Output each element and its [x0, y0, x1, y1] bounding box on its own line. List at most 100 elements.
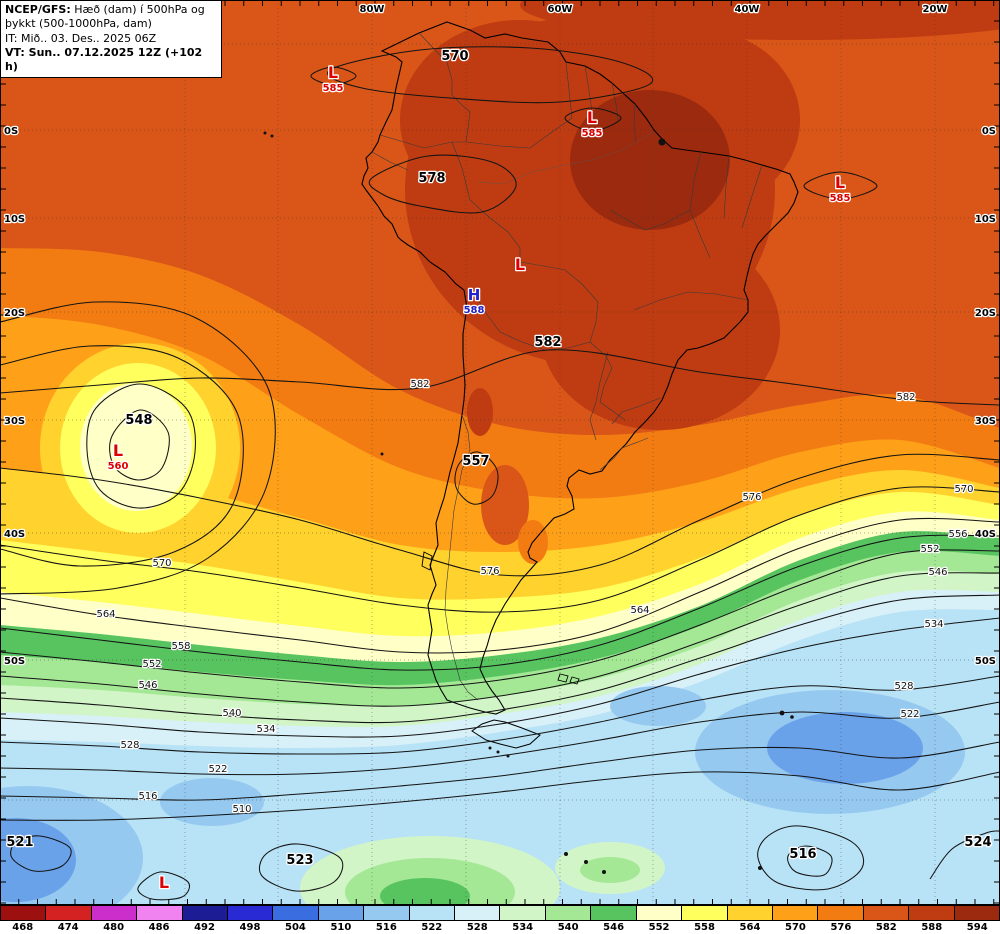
- contour-label-582-9: 582: [410, 379, 429, 390]
- colorbar-swatch-486: [137, 906, 183, 920]
- patch-510-21: [0, 818, 76, 902]
- contour-label-540-23: 540: [222, 708, 241, 719]
- colorbar-swatch-558: [682, 906, 728, 920]
- colorbar-value-552: 552: [648, 922, 670, 933]
- colorbar-value-534: 534: [512, 922, 534, 933]
- low-center-marker-2: L: [835, 173, 845, 192]
- colorbar-swatches: [0, 905, 1000, 921]
- contour-label-557-4: 557: [462, 454, 489, 469]
- patch-552-11: [80, 383, 192, 511]
- contour-label-510-31: 510: [232, 804, 251, 815]
- height-contour-27: [929, 830, 1000, 880]
- contour-label-578-1: 578: [418, 171, 445, 186]
- low-center-marker-4: L: [113, 441, 123, 460]
- product-name: NCEP/GFS:: [5, 3, 71, 16]
- colorbar-swatch-576: [818, 906, 864, 920]
- lat-label-right-0S: 0S: [982, 126, 996, 137]
- colorbar-value-486: 486: [148, 922, 170, 933]
- height-contour-10: [454, 451, 499, 505]
- title-line-1-rest: Hæð (dam) í 500hPa og: [70, 3, 205, 16]
- lat-label-left-40S: 40S: [4, 529, 25, 540]
- low-center-marker-0: L: [328, 63, 338, 82]
- low-center-value-0: 585: [323, 83, 344, 94]
- high-center-value-0: 588: [464, 305, 485, 316]
- colorbar-value-594: 594: [966, 922, 988, 933]
- height-contour-20: [0, 701, 1000, 776]
- height-contour-4: [310, 66, 357, 86]
- colorbar-value-582: 582: [875, 922, 897, 933]
- lat-label-right-10S: 10S: [975, 214, 996, 225]
- contour-label-570-0: 570: [441, 49, 468, 64]
- colorbar-swatch-516: [364, 906, 410, 920]
- height-contour-13: [0, 517, 1000, 654]
- contour-label-564-15: 564: [96, 609, 115, 620]
- map-canvas: 570 578 582 548 557 521 523 516 524 582 582 576 576 5…: [0, 0, 1000, 905]
- height-contour-16: [0, 572, 1000, 707]
- geography: [263, 21, 799, 874]
- colorbar-swatch-540: [545, 906, 592, 920]
- coastline-tierra-del-fuego: [471, 719, 541, 749]
- contour-label-552-20: 552: [920, 544, 939, 555]
- contour-label-576-11: 576: [480, 566, 499, 577]
- patch-594-5: [570, 90, 730, 230]
- coastline-chiloe-island: [421, 551, 433, 571]
- contour-label-534-25: 534: [924, 619, 943, 630]
- patch-588-6: [467, 388, 493, 436]
- colorbar-value-576: 576: [830, 922, 852, 933]
- high-center-marker-0: H: [468, 286, 481, 304]
- colorbar-swatch-594: [954, 906, 1000, 920]
- contour-label-528-27: 528: [894, 681, 913, 692]
- contour-label-570-14: 570: [954, 484, 973, 495]
- height-contour-23: [10, 835, 72, 872]
- height-contour-8: [0, 345, 244, 567]
- colorbar-swatch-528: [455, 906, 501, 920]
- height-contour-17: [0, 594, 1000, 724]
- lat-label-right-30S: 30S: [975, 416, 996, 427]
- height-contours: [0, 46, 1000, 901]
- colorbar-swatch-510: [318, 906, 365, 920]
- height-contour-1: [368, 154, 517, 214]
- low-center-value-4: 560: [108, 461, 129, 472]
- thickness-fill-patches: [0, 0, 1000, 905]
- contour-label-556-18: 556: [948, 529, 967, 540]
- title-box: NCEP/GFS: Hæð (dam) í 500hPa og þykkt (5…: [0, 0, 222, 79]
- colorbar-value-564: 564: [739, 922, 761, 933]
- coastline-south-america: [361, 21, 799, 715]
- lon-label-20W: 20W: [923, 4, 948, 15]
- title-line-2: þykkt (500-1000hPa, dam): [5, 17, 152, 31]
- title-line-1: NCEP/GFS: Hæð (dam) í 500hPa og: [5, 3, 215, 17]
- colorbar-value-540: 540: [557, 922, 579, 933]
- coastline-falkland-islands: [557, 673, 580, 685]
- colorbar-value-480: 480: [103, 922, 125, 933]
- lon-label-60W: 60W: [548, 4, 573, 15]
- low-center-marker-1: L: [587, 108, 597, 127]
- contour-label-548-3: 548: [125, 413, 152, 428]
- colorbar-swatch-570: [772, 906, 819, 920]
- colorbar-swatch-552: [636, 906, 683, 920]
- lon-label-40W: 40W: [735, 4, 760, 15]
- contour-label-546-21: 546: [138, 680, 157, 691]
- lat-label-left-20S: 20S: [4, 308, 25, 319]
- lat-label-left-0S: 0S: [4, 126, 18, 137]
- contour-label-558-17: 558: [171, 641, 190, 652]
- colorbar-value-516: 516: [375, 922, 397, 933]
- low-center-value-2: 585: [830, 193, 851, 204]
- height-contour-19: [0, 675, 1000, 755]
- colorbar-value-510: 510: [330, 922, 352, 933]
- lat-label-right-20S: 20S: [975, 308, 996, 319]
- contour-label-546-22: 546: [928, 567, 947, 578]
- title-line-3: IT: Mið.. 03. Des.. 2025 06Z: [5, 31, 157, 45]
- lat-label-left-10S: 10S: [4, 214, 25, 225]
- colorbar-value-468: 468: [12, 922, 34, 933]
- colorbar-swatch-504: [273, 906, 319, 920]
- patch-540-16: [580, 857, 640, 883]
- height-contour-25: [757, 825, 865, 891]
- colorbar-value-522: 522: [421, 922, 443, 933]
- colorbar-swatch-534: [500, 906, 546, 920]
- colorbar-value-558: 558: [694, 922, 715, 933]
- contour-label-564-16: 564: [630, 605, 649, 616]
- height-contour-5: [0, 349, 1000, 406]
- colorbar-swatch-480: [91, 906, 138, 920]
- patch-516-19: [610, 686, 706, 726]
